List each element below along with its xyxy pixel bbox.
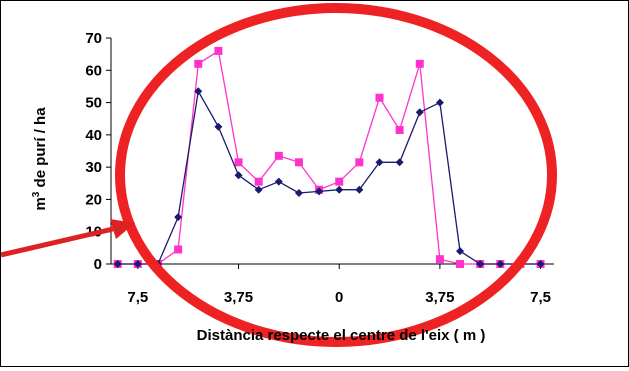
data-point-diamond (395, 158, 404, 167)
data-point-diamond (294, 188, 303, 197)
x-tick-label: 3,75 (425, 289, 454, 306)
data-point-diamond (113, 260, 122, 268)
data-point-diamond (214, 122, 223, 131)
series-line (117, 49, 541, 265)
data-point-square (234, 158, 243, 167)
data-point-diamond (174, 213, 183, 222)
data-point-diamond (435, 98, 444, 107)
x-tick-label: 3,75 (224, 289, 253, 306)
data-point-square (355, 158, 364, 167)
data-point-square (415, 59, 424, 68)
y-axis-title-exponent: 3 (31, 191, 42, 197)
y-tick-label: 50 (85, 95, 102, 112)
data-point-diamond (274, 177, 283, 186)
annotation-layer (0, 3, 557, 347)
x-axis-title: Distància respecte el centre de l'eix ( … (197, 327, 486, 344)
data-point-diamond (415, 108, 424, 117)
x-tick-label: 7,5 (530, 289, 551, 306)
highlight-ellipse (115, 3, 557, 347)
y-tick-label: 40 (85, 127, 102, 144)
x-tick-label: 7,5 (127, 289, 148, 306)
data-point-square (435, 255, 444, 264)
data-point-square (456, 260, 465, 268)
data-point-diamond (355, 185, 364, 194)
data-point-square (294, 158, 303, 167)
y-tick-label: 0 (94, 256, 102, 273)
y-tick-label: 60 (85, 62, 102, 79)
y-axis-title-rest: de purí / ha (32, 107, 49, 192)
data-point-square (254, 177, 263, 186)
data-point-square (194, 59, 203, 68)
series-layer (113, 46, 545, 268)
y-tick-label: 70 (85, 30, 102, 47)
data-point-square (335, 177, 344, 186)
data-point-diamond (335, 185, 344, 194)
data-point-diamond (234, 171, 243, 180)
data-point-diamond (496, 260, 505, 268)
pointer-arrow-head (110, 219, 135, 239)
y-tick-label: 30 (85, 159, 102, 176)
data-point-square (174, 245, 183, 254)
y-axis-title: m3 de purí / ha (31, 107, 49, 211)
y-tick-label: 20 (85, 191, 102, 208)
series-line (117, 89, 541, 265)
data-point-diamond (476, 260, 485, 268)
pointer-arrow-shaft (0, 226, 114, 258)
data-point-diamond (536, 260, 545, 268)
data-point-square (395, 126, 404, 135)
data-point-diamond (456, 247, 465, 256)
data-point-diamond (133, 260, 142, 268)
data-point-square (375, 93, 384, 102)
data-point-square (274, 151, 283, 160)
x-tick-label: 0 (335, 289, 343, 306)
y-axis-title-unit: m (32, 197, 49, 210)
data-point-diamond (315, 187, 324, 196)
data-point-diamond (375, 158, 384, 167)
data-point-square (214, 46, 223, 55)
data-point-diamond (194, 87, 203, 96)
